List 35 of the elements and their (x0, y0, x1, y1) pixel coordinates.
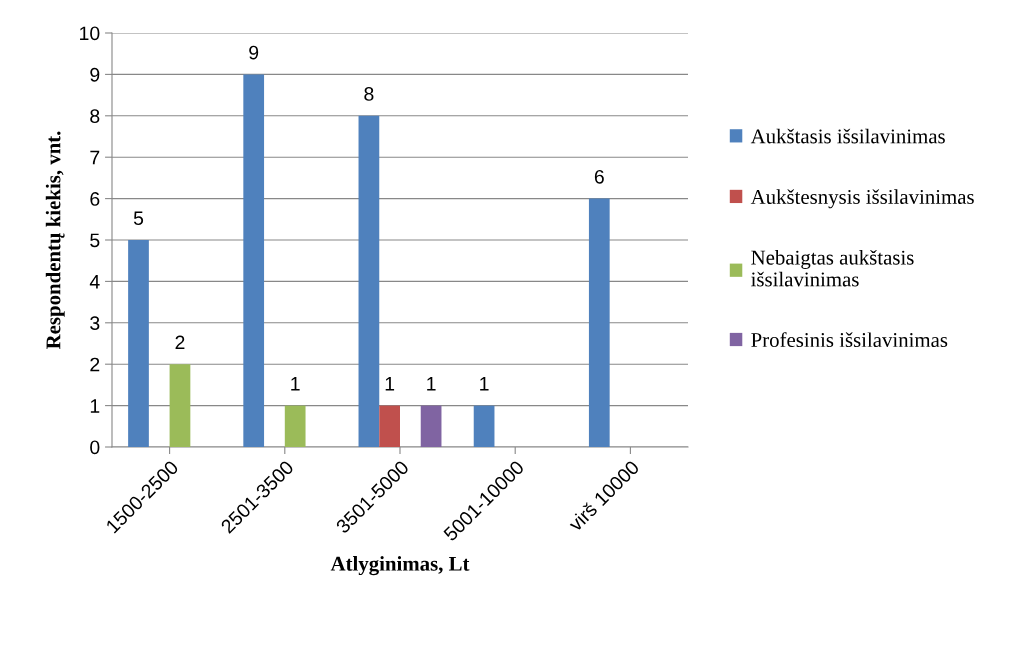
data-label: 1 (427, 377, 436, 391)
bar (243, 74, 265, 447)
data-label: 5 (133, 211, 144, 226)
y-tick-label: 3 (90, 316, 100, 331)
bar (284, 405, 306, 447)
data-label: 2 (175, 335, 185, 350)
data-label: 6 (594, 169, 604, 184)
bar (420, 405, 442, 447)
legend-label: Nebaigtas aukštasis išsilavinimas (751, 249, 914, 287)
data-label: 1 (291, 377, 300, 391)
bar (588, 198, 610, 447)
y-tick-label: 5 (90, 233, 100, 248)
y-tick-label: 2 (90, 357, 100, 372)
data-label: 1 (385, 377, 395, 391)
y-tick-label: 10 (80, 26, 100, 41)
legend-label: Profesinis išsilavinimas (751, 332, 948, 348)
y-tick-label: 9 (90, 67, 100, 82)
bar (128, 240, 149, 447)
y-tick-label: 7 (90, 150, 100, 165)
x-axis-title: Atlyginimas, Lt (330, 556, 470, 576)
y-tick-label: 1 (90, 399, 100, 413)
data-label: 9 (249, 45, 259, 60)
y-tick-label: 4 (89, 275, 100, 289)
y-tick-label: 8 (90, 109, 100, 124)
bar (473, 405, 495, 447)
data-label: 1 (480, 377, 489, 391)
y-tick-label: 6 (90, 192, 100, 206)
y-axis-title: Respondentų kiekis, vnt. (45, 131, 65, 350)
bar (169, 364, 191, 447)
data-label: 8 (364, 87, 374, 101)
y-tick-label: 0 (90, 440, 100, 455)
legend-label: Aukštesnysis išsilavinimas (750, 189, 974, 209)
bar (358, 115, 380, 447)
bar (379, 405, 400, 447)
legend-label: Aukštasis išsilavinimas (750, 128, 945, 144)
